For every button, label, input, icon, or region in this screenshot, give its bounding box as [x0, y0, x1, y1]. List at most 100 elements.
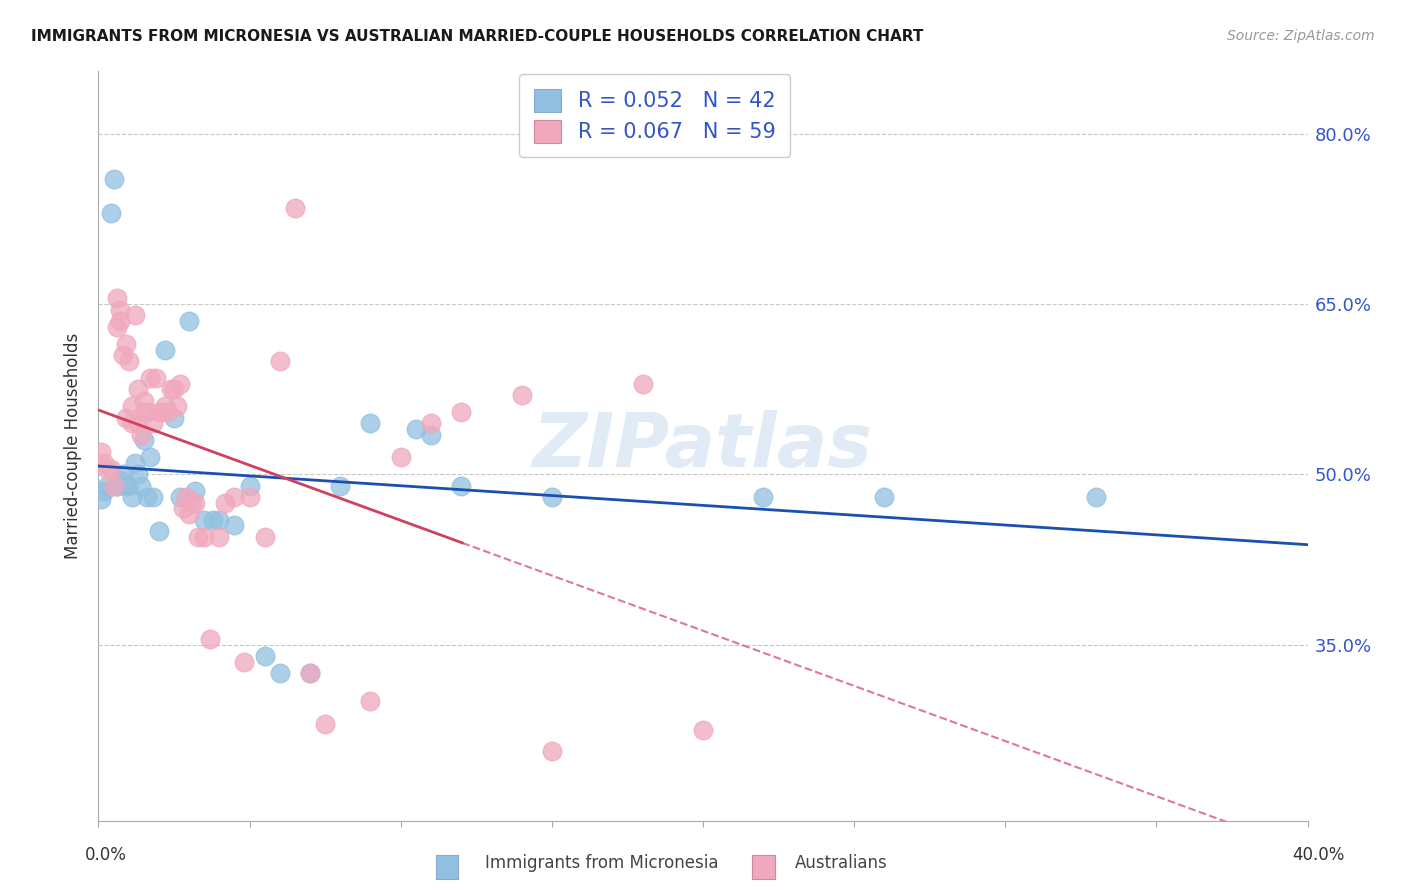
Point	[420, 417, 443, 431]
Point	[105, 292, 128, 306]
Point	[166, 399, 188, 413]
Point	[145, 371, 167, 385]
Point	[156, 405, 179, 419]
Point	[269, 666, 291, 681]
Point	[163, 382, 186, 396]
Point	[184, 496, 207, 510]
Point	[111, 348, 134, 362]
Point	[692, 723, 714, 737]
Point	[631, 376, 654, 391]
Point	[132, 393, 155, 408]
Point	[118, 479, 141, 493]
Point	[90, 444, 112, 458]
Text: Immigrants from Micronesia: Immigrants from Micronesia	[485, 855, 718, 872]
Point	[232, 655, 254, 669]
Point	[132, 405, 155, 419]
Point	[329, 479, 352, 493]
Point	[100, 461, 122, 475]
Point	[200, 632, 222, 646]
Point	[148, 524, 170, 538]
Point	[284, 201, 307, 215]
Point	[873, 490, 896, 504]
Point	[160, 382, 183, 396]
Point	[100, 206, 122, 220]
Point	[153, 343, 176, 357]
Point	[127, 467, 149, 482]
Point	[114, 336, 136, 351]
Point	[139, 450, 162, 465]
Point	[132, 434, 155, 448]
Point	[96, 461, 118, 475]
Point	[124, 456, 146, 470]
Text: 0.0%: 0.0%	[84, 846, 127, 863]
Point	[93, 456, 115, 470]
Text: ZIPatlas: ZIPatlas	[533, 409, 873, 483]
Point	[142, 417, 165, 431]
Point	[90, 492, 112, 507]
Point	[314, 717, 336, 731]
Point	[389, 450, 412, 465]
Point	[360, 694, 382, 708]
Point	[193, 530, 215, 544]
Y-axis label: Married-couple Households: Married-couple Households	[65, 333, 83, 559]
Point	[405, 422, 427, 436]
Point	[181, 496, 204, 510]
Point	[420, 427, 443, 442]
Point	[121, 490, 143, 504]
Point	[1085, 490, 1108, 504]
Point	[105, 319, 128, 334]
Point	[299, 666, 322, 681]
Point	[148, 405, 170, 419]
Point	[187, 530, 209, 544]
Point	[96, 479, 118, 493]
Point	[105, 479, 128, 493]
Text: 40.0%: 40.0%	[1292, 846, 1346, 863]
Point	[111, 467, 134, 482]
Point	[540, 744, 562, 758]
Point	[214, 496, 236, 510]
Point	[752, 490, 775, 504]
Text: IMMIGRANTS FROM MICRONESIA VS AUSTRALIAN MARRIED-COUPLE HOUSEHOLDS CORRELATION C: IMMIGRANTS FROM MICRONESIA VS AUSTRALIAN…	[31, 29, 924, 44]
Point	[172, 501, 194, 516]
Point	[253, 530, 276, 544]
Point	[127, 382, 149, 396]
Point	[224, 490, 246, 504]
Point	[114, 479, 136, 493]
Point	[139, 371, 162, 385]
Point	[150, 405, 173, 419]
Point	[118, 354, 141, 368]
Point	[93, 484, 115, 499]
Point	[193, 513, 215, 527]
Point	[269, 354, 291, 368]
Point	[184, 484, 207, 499]
Point	[239, 490, 262, 504]
Point	[179, 314, 201, 328]
Point	[114, 410, 136, 425]
Legend: R = 0.052   N = 42, R = 0.067   N = 59: R = 0.052 N = 42, R = 0.067 N = 59	[519, 74, 790, 157]
Point	[108, 302, 131, 317]
Point	[450, 479, 472, 493]
Point	[129, 427, 152, 442]
Point	[127, 417, 149, 431]
Point	[135, 490, 157, 504]
Point	[299, 666, 322, 681]
Point	[208, 530, 231, 544]
Point	[124, 309, 146, 323]
Point	[202, 513, 225, 527]
Point	[540, 490, 562, 504]
Point	[153, 399, 176, 413]
Point	[253, 648, 276, 663]
Point	[103, 479, 125, 493]
Point	[224, 518, 246, 533]
Point	[169, 490, 191, 504]
Point	[129, 479, 152, 493]
Point	[108, 473, 131, 487]
Point	[169, 376, 191, 391]
Point	[121, 399, 143, 413]
Point	[450, 405, 472, 419]
Point	[239, 479, 262, 493]
Point	[121, 417, 143, 431]
Point	[174, 490, 197, 504]
Point	[510, 388, 533, 402]
Point	[135, 405, 157, 419]
